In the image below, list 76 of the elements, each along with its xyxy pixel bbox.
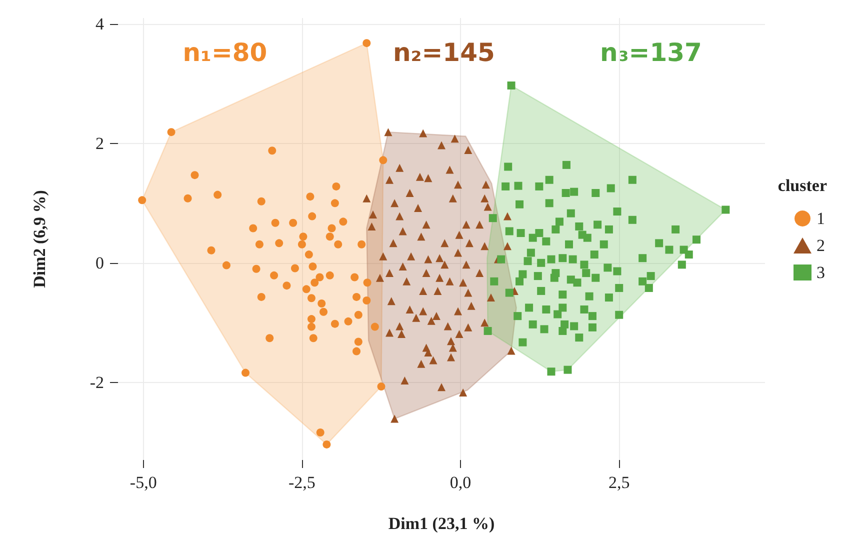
point <box>207 246 216 254</box>
point <box>190 171 199 180</box>
point <box>306 192 314 201</box>
point <box>214 190 222 199</box>
point <box>358 240 366 248</box>
point <box>344 317 352 326</box>
y-tick-label: -2 <box>90 372 104 392</box>
point <box>184 194 192 202</box>
legend-label: 3 <box>816 263 825 282</box>
point <box>222 261 230 270</box>
point <box>318 300 326 308</box>
point <box>307 294 316 302</box>
point <box>354 310 362 319</box>
point <box>167 128 176 136</box>
point <box>252 264 260 273</box>
point <box>363 278 372 287</box>
point <box>307 315 316 324</box>
point <box>332 182 340 190</box>
point <box>266 334 274 342</box>
point <box>362 296 371 305</box>
annotation: n₁=80 <box>182 38 268 67</box>
legend-label: 1 <box>816 209 825 228</box>
point <box>326 271 334 280</box>
point <box>304 250 313 259</box>
legend-label: 2 <box>816 236 825 255</box>
point <box>282 282 291 290</box>
point <box>354 338 362 346</box>
point <box>316 273 324 282</box>
point <box>255 240 264 248</box>
point <box>370 322 379 331</box>
x-tick-label: -5,0 <box>130 473 157 492</box>
point <box>298 240 306 248</box>
point <box>309 334 318 342</box>
y-tick-label: 0 <box>96 253 104 272</box>
point <box>242 368 250 377</box>
point <box>330 199 339 208</box>
point <box>307 322 316 331</box>
point <box>326 232 334 241</box>
point <box>290 264 299 272</box>
point <box>377 382 386 391</box>
point <box>330 320 339 328</box>
point <box>270 271 278 280</box>
point <box>320 308 328 316</box>
point <box>257 292 266 301</box>
point <box>352 347 360 356</box>
point <box>322 440 331 448</box>
point <box>308 212 316 220</box>
point <box>268 146 276 155</box>
point <box>299 232 308 241</box>
point <box>352 292 360 301</box>
y-axis-title: Dim2 (6,9 %) <box>30 190 49 288</box>
point <box>334 240 342 248</box>
point <box>379 156 388 164</box>
point <box>275 239 284 248</box>
point <box>328 224 336 232</box>
point <box>249 224 258 232</box>
point <box>316 428 324 437</box>
point <box>138 196 146 204</box>
point <box>310 278 319 287</box>
annotation: n₃=137 <box>600 38 702 67</box>
point <box>308 262 317 270</box>
point <box>271 218 280 227</box>
legend-title: cluster <box>778 176 828 195</box>
point <box>257 197 266 206</box>
x-tick-label: 2,5 <box>608 473 630 492</box>
point <box>350 273 359 282</box>
point <box>339 218 348 226</box>
x-tick-label: 0,0 <box>450 473 472 492</box>
x-axis-title: Dim1 (23,1 %) <box>388 514 495 533</box>
point <box>302 285 310 294</box>
y-tick-label: 4 <box>96 14 104 34</box>
x-tick-label: -2,5 <box>288 473 316 492</box>
point <box>289 218 298 227</box>
annotation: n₂=145 <box>392 38 495 67</box>
point <box>362 39 371 48</box>
y-tick-label: 2 <box>96 134 104 153</box>
